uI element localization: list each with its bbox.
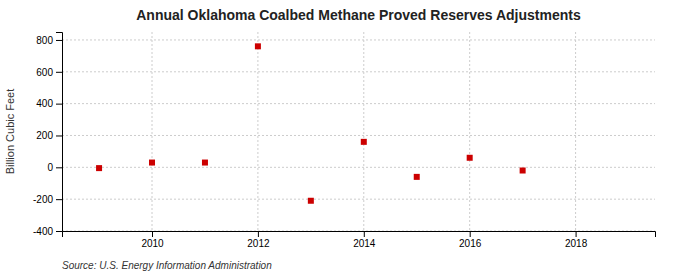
y-tick-label: 400 — [36, 98, 53, 109]
y-tick: 0 — [47, 162, 62, 173]
x-tick: 2012 — [247, 231, 270, 249]
x-tick: 2018 — [565, 231, 588, 249]
x-tick-label: 2010 — [141, 238, 164, 249]
y-axis-line — [56, 33, 63, 232]
y-tick-mark — [56, 167, 62, 168]
points — [96, 43, 526, 203]
y-tick-label: -200 — [33, 194, 53, 205]
y-grid-line — [62, 199, 655, 200]
y-tick: -400 — [33, 226, 62, 237]
source-note: Source: U.S. Energy Information Administ… — [62, 260, 272, 271]
y-tick-mark — [56, 231, 62, 232]
y-tick-mark — [56, 199, 62, 200]
x-axis: 2010 2012 2014 2016 2018 — [63, 231, 656, 249]
y-tick-label: 0 — [47, 162, 53, 173]
y-tick-mark — [56, 40, 62, 41]
y-tick-label: 800 — [36, 35, 53, 46]
y-tick-mark — [56, 104, 62, 105]
y-grid-line — [62, 167, 655, 168]
y-tick-label: 200 — [36, 130, 53, 141]
y-tick: 200 — [36, 130, 62, 141]
y-grid-line — [62, 71, 655, 72]
y-grid-line — [62, 39, 655, 40]
x-grid-line — [257, 32, 258, 231]
y-tick-label: -400 — [33, 226, 53, 237]
x-tick-mark — [152, 231, 153, 237]
x-axis-line — [63, 232, 656, 238]
grid — [62, 32, 655, 231]
x-tick-label: 2016 — [459, 238, 482, 249]
point — [414, 174, 420, 180]
y-tick: 400 — [36, 98, 62, 109]
y-tick-label: 600 — [36, 67, 53, 78]
y-axis: -400 -200 0 200 400 600 800 — [33, 33, 63, 237]
x-tick-mark — [364, 231, 365, 237]
x-tick-mark — [258, 231, 259, 237]
point — [520, 168, 526, 174]
y-axis-title: Billion Cubic Feet — [4, 89, 16, 175]
x-grid-line — [363, 32, 364, 231]
x-grid-line — [469, 32, 470, 231]
point — [149, 160, 155, 166]
point — [202, 160, 208, 166]
y-tick-mark — [56, 72, 62, 73]
y-tick: 600 — [36, 67, 62, 78]
point — [255, 43, 261, 49]
y-tick-mark — [56, 135, 62, 136]
y-tick: -200 — [33, 194, 62, 205]
x-tick-mark — [470, 231, 471, 237]
x-tick-label: 2014 — [353, 238, 376, 249]
x-grid-line — [575, 32, 576, 231]
x-tick: 2016 — [459, 231, 482, 249]
chart: 2010 2012 2014 2016 2018 -400 -200 0 200 400 600 80… — [0, 0, 675, 275]
y-grid-line — [62, 103, 655, 104]
point — [308, 198, 314, 204]
x-tick: 2010 — [141, 231, 164, 249]
x-tick-mark — [576, 231, 577, 237]
point — [96, 165, 102, 171]
x-grid-line — [152, 32, 153, 231]
x-tick: 2014 — [353, 231, 376, 249]
point — [467, 155, 473, 161]
x-tick-label: 2012 — [247, 238, 270, 249]
plot: 2010 2012 2014 2016 2018 -400 -200 0 200 400 600 80… — [33, 32, 656, 249]
point — [361, 139, 367, 145]
x-tick-label: 2018 — [565, 238, 588, 249]
y-tick: 800 — [36, 35, 62, 46]
title: Annual Oklahoma Coalbed Methane Proved R… — [136, 7, 581, 23]
y-grid-line — [62, 135, 655, 136]
